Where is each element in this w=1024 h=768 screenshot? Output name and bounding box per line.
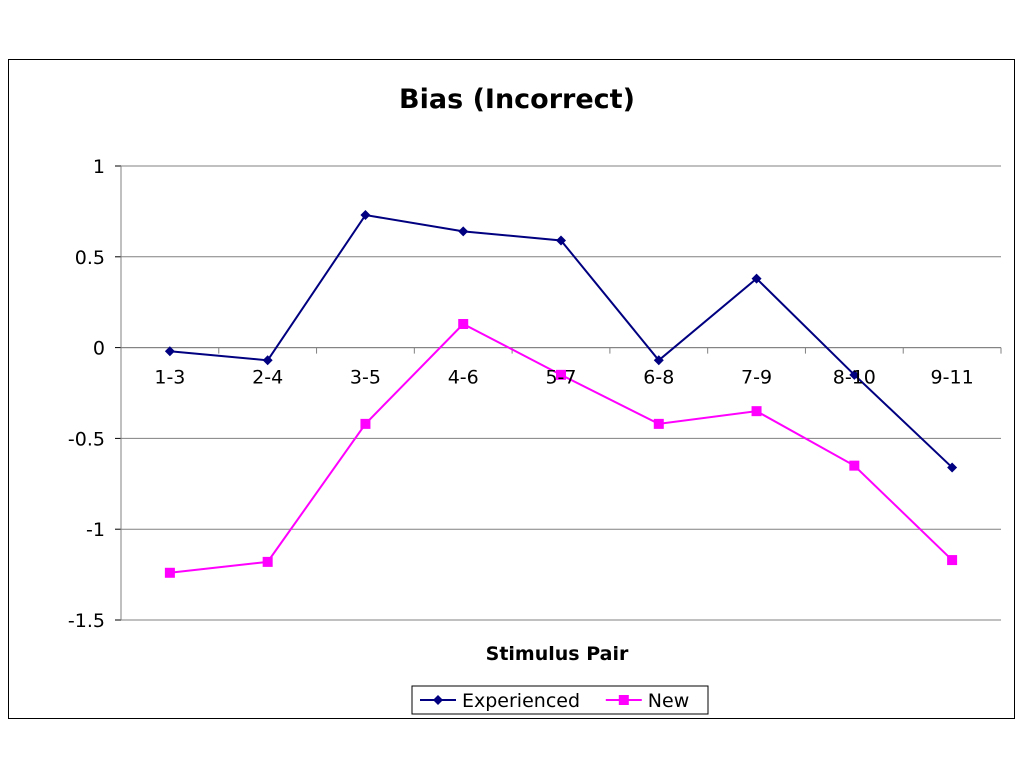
y-tick-label-0: 1 bbox=[93, 156, 105, 178]
x-tick-label-7: 8-10 bbox=[833, 367, 876, 389]
x-tick-label-3: 4-6 bbox=[448, 367, 479, 389]
point-1-7 bbox=[849, 460, 860, 471]
point-0-8 bbox=[947, 462, 958, 473]
chart-frame: Bias (Incorrect) Stimulus Pair 1 0.5 0 -0.5… bbox=[8, 59, 1015, 719]
y-tick-label-1: 0.5 bbox=[75, 247, 105, 269]
x-tick-label-4: 5-7 bbox=[545, 367, 576, 389]
legend-label-0: Experienced bbox=[462, 690, 580, 712]
x-tick-label-8: 9-11 bbox=[931, 367, 974, 389]
chart-title: Bias (Incorrect) bbox=[399, 84, 635, 115]
gridlines bbox=[121, 165, 1001, 621]
point-0-7 bbox=[849, 369, 860, 380]
point-1-6 bbox=[751, 406, 762, 417]
legend-box bbox=[411, 685, 709, 715]
x-tick-label-2: 3-5 bbox=[350, 367, 381, 389]
chart-svg: Bias (Incorrect) Stimulus Pair 1 0.5 0 -0.5… bbox=[68, 84, 1002, 715]
point-0-3 bbox=[458, 226, 469, 237]
y-tick-label-5: -1.5 bbox=[68, 610, 105, 632]
x-tick-label-6: 7-9 bbox=[741, 367, 772, 389]
x-tick-label-0: 1-3 bbox=[154, 367, 185, 389]
legend-marker-0 bbox=[433, 695, 443, 705]
point-0-0 bbox=[164, 346, 175, 357]
axes bbox=[115, 165, 1002, 621]
legend-marker-1 bbox=[618, 695, 629, 705]
y-tick-label-3: -0.5 bbox=[68, 428, 105, 450]
point-0-1 bbox=[262, 355, 273, 366]
point-0-4 bbox=[556, 235, 566, 246]
x-tick-label-5: 6-8 bbox=[643, 367, 674, 389]
series-experienced bbox=[164, 210, 958, 473]
x-axis-title: Stimulus Pair bbox=[486, 643, 629, 665]
point-1-1 bbox=[262, 556, 273, 567]
legend-label-1: New bbox=[648, 690, 689, 712]
legend: Experienced New bbox=[411, 685, 709, 715]
point-1-8 bbox=[947, 555, 958, 566]
point-0-2 bbox=[360, 210, 371, 221]
series-group bbox=[164, 210, 958, 578]
point-0-5 bbox=[653, 355, 664, 366]
point-1-4 bbox=[556, 369, 566, 380]
x-tick-label-1: 2-4 bbox=[252, 367, 283, 389]
tick-labels: 1 0.5 0 -0.5 -1 -1.5 1-3 2-4 3-5 4-6 5-7 6-8 7-9 8-10… bbox=[68, 156, 974, 632]
series-new bbox=[164, 318, 958, 578]
y-tick-label-4: -1 bbox=[86, 519, 105, 541]
point-1-2 bbox=[360, 418, 371, 429]
series-line-1 bbox=[169, 322, 953, 574]
point-1-3 bbox=[458, 318, 469, 329]
y-tick-label-2: 0 bbox=[93, 338, 105, 360]
point-1-5 bbox=[653, 418, 664, 429]
point-1-0 bbox=[164, 567, 175, 578]
series-line-0 bbox=[169, 213, 953, 469]
point-0-6 bbox=[751, 273, 762, 284]
